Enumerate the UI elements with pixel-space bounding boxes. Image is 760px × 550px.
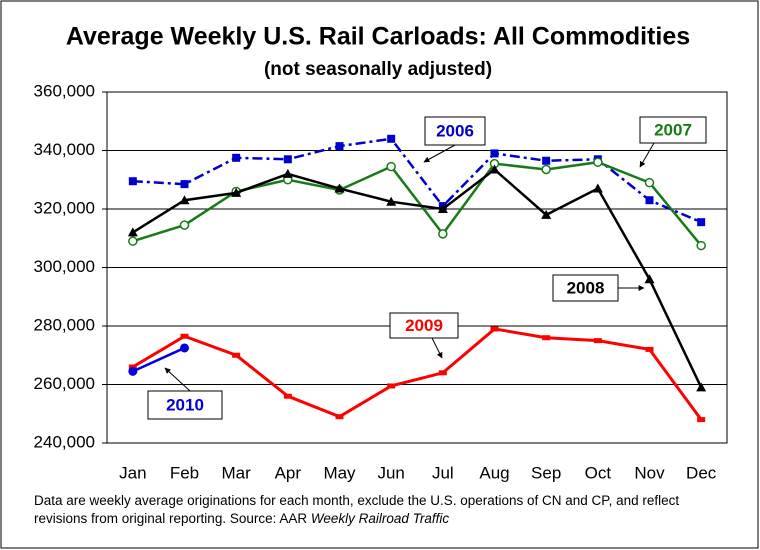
marker [696,382,707,392]
marker [593,157,603,167]
y-tick-label: 320,000 [34,198,95,217]
marker [644,177,655,188]
series-line [132,160,703,247]
x-tick-label: Dec [686,463,717,482]
x-tick-label: Apr [275,463,302,482]
x-tick-label: Jan [119,463,146,482]
legend-box [424,116,486,146]
x-tick-label: Oct [585,463,612,482]
marker [437,204,448,213]
legend-arrow [164,367,191,392]
marker [180,333,189,339]
y-tick-label: 360,000 [34,81,95,100]
legend-label: 2010 [166,395,204,414]
marker [490,326,499,332]
note: Data are weekly average originations for… [34,492,734,528]
marker [541,209,552,219]
legend-label: 2009 [405,316,443,335]
x-tick-label: Mar [222,463,252,482]
marker [232,153,241,162]
y-tick-label: 340,000 [34,140,95,159]
series-line [132,327,703,421]
marker [180,180,189,189]
legend-label: 2008 [567,278,605,297]
y-tick-label: 280,000 [34,315,95,334]
x-tick-label: Sep [531,463,561,482]
marker [128,366,138,376]
marker [697,417,706,423]
marker [283,393,292,399]
marker [438,370,447,376]
y-tick-label: 260,000 [34,374,95,393]
marker [334,183,345,193]
marker [645,346,654,352]
marker [128,177,137,186]
note-text: Data are weekly average originations for… [34,493,680,526]
marker [386,161,396,172]
marker [231,187,242,197]
x-tick-label: Nov [634,463,665,482]
marker [179,220,190,230]
legend-box [147,390,223,420]
x-tick-label: Jul [432,463,454,482]
plot-border [106,91,728,444]
marker [542,156,551,165]
marker [387,383,396,389]
marker [697,218,706,227]
marker [387,134,396,143]
legend-box [639,116,707,144]
marker [438,229,448,239]
series-line [132,167,703,388]
marker [127,227,138,237]
y-tick-label: 300,000 [34,257,95,276]
marker [542,335,551,341]
x-tick-label: Jun [377,463,404,482]
marker [490,149,499,158]
legend-arrow [431,337,443,359]
marker [489,164,500,174]
marker [283,155,292,164]
chart-subtitle: (not seasonally adjusted) [264,59,492,80]
marker [592,183,603,193]
series-line [132,346,186,373]
note-source: Weekly Railroad Traffic [310,511,450,526]
x-tick-label: Feb [170,463,199,482]
marker [335,414,344,420]
legend-label: 2006 [436,121,474,140]
marker [128,236,138,246]
marker [282,168,293,178]
marker [645,196,654,205]
legend-box [389,312,459,339]
chart-title: Average Weekly U.S. Rail Carloads: All C… [66,23,690,51]
marker [541,164,551,175]
legend-label: 2007 [654,120,692,139]
marker [335,142,344,151]
legend-arrow [639,142,655,168]
marker [386,196,397,206]
legend-box [552,274,619,302]
x-tick-label: May [323,463,356,482]
marker [179,195,190,205]
marker [696,240,706,251]
marker [593,338,602,344]
x-tick-label: Aug [479,463,509,482]
legend-arrow [423,144,456,163]
marker [232,352,241,358]
y-tick-label: 240,000 [34,432,95,451]
marker [180,343,189,353]
marker [644,274,655,284]
